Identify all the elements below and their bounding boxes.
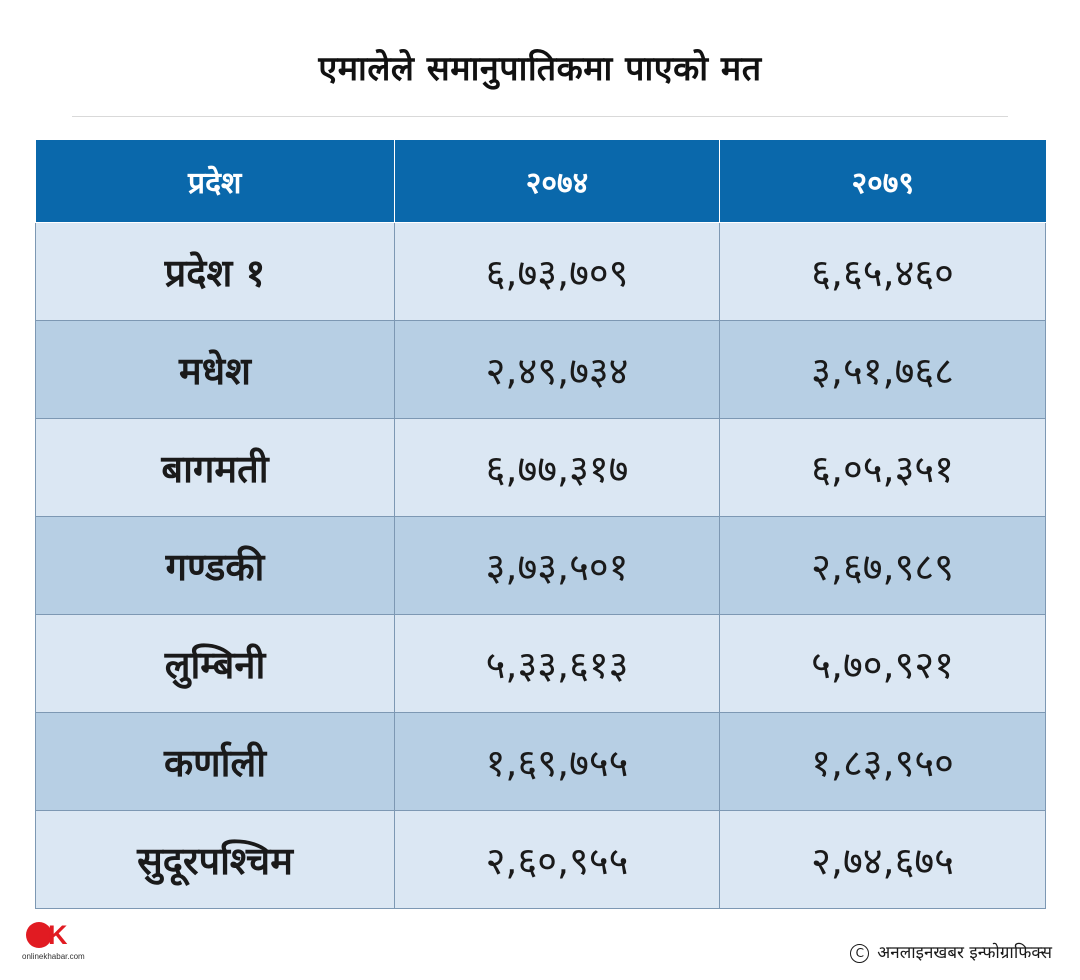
onlinekhabar-logo: K onlinekhabar.com (22, 920, 85, 968)
votes-2074: १,६९,७५५ (394, 712, 720, 811)
votes-2079: २,६७,९८९ (719, 516, 1046, 615)
votes-2079: ५,७०,९२१ (719, 614, 1046, 713)
votes-2079: ६,०५,३५१ (719, 418, 1046, 517)
vote-table: प्रदेश २०७४ २०७९ प्रदेश १ ६,७३,७०९ ६,६५,… (35, 140, 1046, 909)
table-row: लुम्बिनी ५,३३,६१३ ५,७०,९२१ (35, 614, 1046, 713)
province-name: मधेश (35, 320, 395, 419)
infographic-credit: C अनलाइनखबर इन्फोग्राफिक्स (850, 940, 1052, 963)
province-name: गण्डकी (35, 516, 395, 615)
province-name: बागमती (35, 418, 395, 517)
votes-2079: ६,६५,४६० (719, 222, 1046, 321)
table-row: सुदूरपश्चिम २,६०,९५५ २,७४,६७५ (35, 810, 1046, 909)
votes-2079: ३,५१,७६८ (719, 320, 1046, 419)
votes-2074: ६,७३,७०९ (394, 222, 720, 321)
page-title: एमालेले समानुपातिकमा पाएको मत (318, 49, 762, 89)
votes-2079: २,७४,६७५ (719, 810, 1046, 909)
credit-text: अनलाइनखबर इन्फोग्राफिक्स (877, 943, 1052, 963)
table-row: प्रदेश १ ६,७३,७०९ ६,६५,४६० (35, 222, 1046, 321)
logo-k-letter: K (48, 920, 68, 950)
column-header-2074: २०७४ (394, 140, 720, 223)
table-row: कर्णाली १,६९,७५५ १,८३,९५० (35, 712, 1046, 811)
votes-2074: २,४९,७३४ (394, 320, 720, 419)
title-divider (72, 116, 1008, 117)
table-header-row: प्रदेश २०७४ २०७९ (35, 140, 1046, 223)
column-header-province: प्रदेश (35, 140, 395, 223)
votes-2074: ६,७७,३१७ (394, 418, 720, 517)
province-name: सुदूरपश्चिम (35, 810, 395, 909)
column-header-2079: २०७९ (719, 140, 1046, 223)
table-row: बागमती ६,७७,३१७ ६,०५,३५१ (35, 418, 1046, 517)
logo-circle-icon (26, 922, 52, 948)
votes-2079: १,८३,९५० (719, 712, 1046, 811)
province-name: लुम्बिनी (35, 614, 395, 713)
copyright-icon: C (850, 943, 870, 963)
votes-2074: ५,३३,६१३ (394, 614, 720, 713)
table-row: मधेश २,४९,७३४ ३,५१,७६८ (35, 320, 1046, 419)
votes-2074: ३,७३,५०१ (394, 516, 720, 615)
votes-2074: २,६०,९५५ (394, 810, 720, 909)
table-row: गण्डकी ३,७३,५०१ २,६७,९८९ (35, 516, 1046, 615)
logo-wordmark: onlinekhabar.com (22, 952, 85, 961)
province-name: कर्णाली (35, 712, 395, 811)
province-name: प्रदेश १ (35, 222, 395, 321)
